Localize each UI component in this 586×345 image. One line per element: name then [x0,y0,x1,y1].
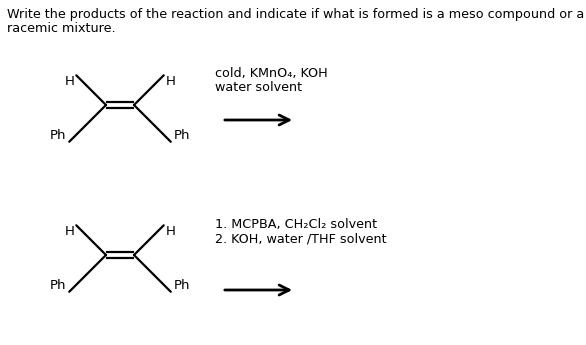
Text: H: H [64,75,74,88]
Text: racemic mixture.: racemic mixture. [7,22,115,35]
Text: Ph: Ph [50,129,66,142]
Text: Ph: Ph [174,279,190,292]
Text: Write the products of the reaction and indicate if what is formed is a meso comp: Write the products of the reaction and i… [7,8,584,21]
Text: 2. KOH, water /THF solvent: 2. KOH, water /THF solvent [215,232,387,245]
Text: water solvent: water solvent [215,81,302,94]
Text: H: H [64,225,74,238]
Text: Ph: Ph [174,129,190,142]
Text: H: H [166,75,176,88]
Text: H: H [166,225,176,238]
Text: 1. MCPBA, CH₂Cl₂ solvent: 1. MCPBA, CH₂Cl₂ solvent [215,218,377,231]
Text: cold, KMnO₄, KOH: cold, KMnO₄, KOH [215,67,328,80]
Text: Ph: Ph [50,279,66,292]
